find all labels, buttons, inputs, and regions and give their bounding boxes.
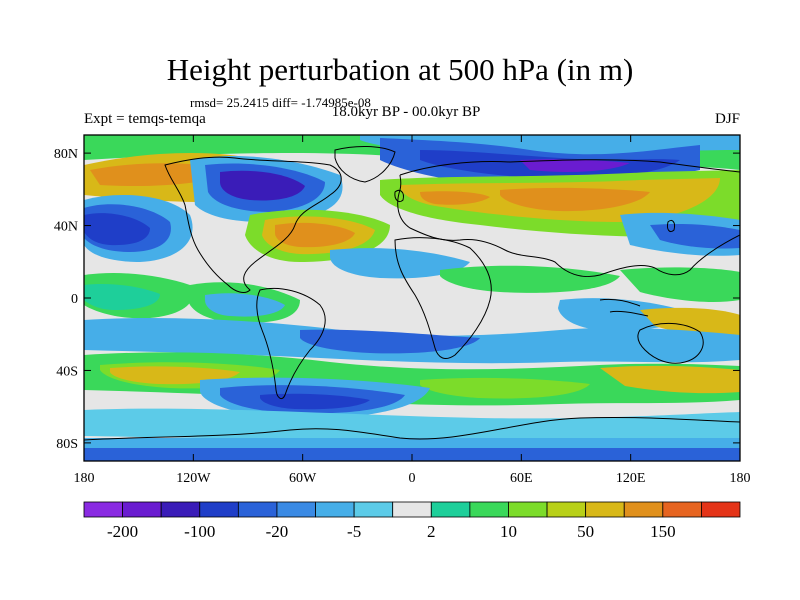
- contour-region: [420, 191, 490, 205]
- colorbar-label: -200: [107, 522, 138, 541]
- colorbar-swatch: [237, 501, 278, 518]
- period-label: 18.0kyr BP - 00.0kyr BP: [331, 104, 481, 120]
- contour-region: [650, 223, 740, 249]
- latitude-axis: 80N 40N 0 40S 80S: [54, 147, 740, 452]
- lon-tick-label: 180: [730, 471, 751, 486]
- colorbar-swatch: [122, 501, 162, 518]
- colorbar-swatch: [160, 501, 201, 518]
- height-perturbation-field: [84, 135, 740, 461]
- colorbar-label: -100: [184, 522, 215, 541]
- coastlines: [84, 146, 740, 441]
- coastline-uk: [394, 189, 404, 203]
- lon-tick-label: 180: [74, 471, 95, 486]
- colorbar-label: -5: [347, 522, 361, 541]
- colorbar-swatch: [546, 501, 587, 518]
- coastline-north-america: [164, 156, 342, 293]
- colorbar-swatch: [508, 501, 548, 518]
- colorbar-swatch: [623, 501, 664, 518]
- contour-region: [84, 408, 740, 441]
- rmsd-label: rmsd= 25.2415 diff= -1.74985e-08: [190, 95, 371, 110]
- coastline-africa: [394, 237, 492, 359]
- contour-region: [84, 213, 150, 246]
- colorbar-label: -20: [266, 522, 289, 541]
- colorbar-label: 10: [500, 522, 517, 541]
- colorbar-swatch: [315, 501, 355, 518]
- colorbar-swatch: [662, 501, 702, 518]
- season-label: DJF: [714, 111, 740, 127]
- coastline-eurasia: [397, 159, 740, 277]
- contour-region: [640, 307, 740, 336]
- contour-region: [600, 365, 740, 394]
- lat-tick-label: 40S: [56, 364, 78, 379]
- contour-region: [330, 248, 470, 279]
- lat-tick-label: 80N: [54, 147, 78, 162]
- coastline-japan: [667, 219, 675, 233]
- contour-region: [620, 267, 740, 303]
- colorbar-label: 150: [650, 522, 676, 541]
- contour-region: [420, 377, 590, 399]
- colorbar-swatch: [585, 501, 625, 518]
- lat-tick-label: 0: [71, 292, 78, 307]
- lat-tick-label: 40N: [54, 220, 78, 235]
- contour-region: [500, 187, 650, 212]
- contour-region: [260, 393, 370, 410]
- longitude-axis: 180 120W 60W 0 60E 120E 180: [74, 135, 751, 486]
- colorbar-swatch: [430, 501, 471, 518]
- contour-region: [520, 159, 630, 172]
- colorbar-swatch: [392, 501, 432, 518]
- colorbar-labels: -200 -100 -20 -5 2 10 50 150: [107, 522, 676, 541]
- contour-region: [205, 293, 285, 317]
- coastline-south-america: [256, 287, 326, 400]
- colorbar-swatch: [469, 501, 509, 518]
- experiment-label: Expt = temqs-temqa: [84, 111, 206, 127]
- lon-tick-label: 60W: [289, 471, 317, 486]
- colorbar-label: 50: [577, 522, 594, 541]
- lat-tick-label: 80S: [56, 437, 78, 452]
- lon-tick-label: 120E: [616, 471, 646, 486]
- colorbar-swatch: [199, 501, 239, 518]
- coastline-antarctica: [84, 416, 740, 441]
- coastline-indonesia: [599, 299, 649, 317]
- lon-tick-label: 60E: [510, 471, 533, 486]
- colorbar-swatch: [276, 501, 316, 518]
- lon-tick-label: 120W: [176, 471, 211, 486]
- coastline-greenland: [334, 146, 396, 183]
- contour-region: [275, 222, 355, 248]
- contour-region: [84, 284, 160, 310]
- colorbar-label: 2: [427, 522, 436, 541]
- contour-region: [220, 170, 305, 201]
- colorbar: [83, 501, 741, 518]
- contour-region: [440, 265, 620, 293]
- colorbar-swatch: [701, 501, 741, 518]
- plot-title: Height perturbation at 500 hPa (in m): [166, 52, 634, 87]
- colorbar-swatch: [353, 501, 394, 518]
- colorbar-swatch: [83, 501, 123, 518]
- coastline-australia: [637, 322, 704, 364]
- lon-tick-label: 0: [409, 471, 416, 486]
